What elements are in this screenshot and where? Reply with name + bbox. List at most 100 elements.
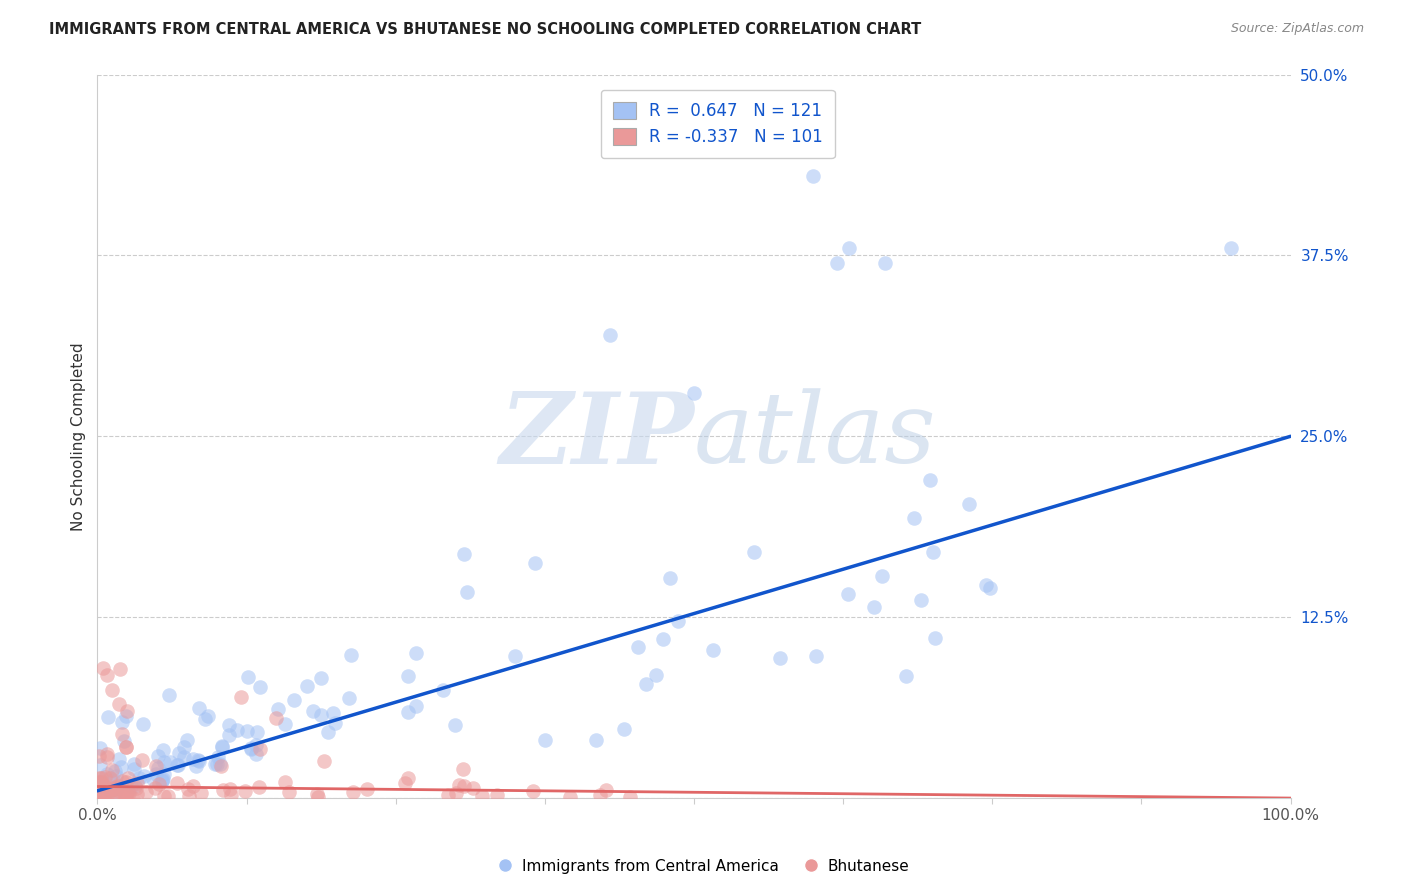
Point bbox=[131, 753, 153, 767]
Point bbox=[226, 723, 249, 737]
Point bbox=[666, 614, 689, 628]
Point bbox=[93, 788, 115, 802]
Point bbox=[613, 722, 636, 736]
Point bbox=[87, 789, 110, 804]
Point bbox=[105, 781, 128, 796]
Point bbox=[278, 785, 301, 799]
Point bbox=[236, 670, 259, 684]
Point bbox=[209, 759, 232, 773]
Point bbox=[246, 725, 269, 739]
Point bbox=[181, 752, 204, 766]
Point bbox=[768, 651, 790, 665]
Point bbox=[135, 785, 157, 799]
Point bbox=[87, 783, 110, 797]
Point bbox=[90, 788, 112, 802]
Point bbox=[96, 787, 118, 801]
Point bbox=[204, 756, 226, 771]
Point bbox=[636, 676, 658, 690]
Point bbox=[96, 668, 118, 682]
Point bbox=[115, 740, 138, 755]
Point bbox=[921, 545, 943, 559]
Point bbox=[115, 740, 138, 755]
Point bbox=[101, 764, 124, 778]
Point bbox=[90, 784, 112, 798]
Point bbox=[115, 774, 138, 789]
Point bbox=[283, 693, 305, 707]
Point bbox=[122, 762, 145, 776]
Point bbox=[396, 668, 419, 682]
Point bbox=[94, 770, 117, 784]
Point bbox=[870, 568, 893, 582]
Point bbox=[229, 690, 252, 704]
Point bbox=[91, 783, 114, 797]
Point bbox=[301, 704, 323, 718]
Point bbox=[394, 776, 416, 790]
Point bbox=[179, 789, 201, 803]
Point bbox=[87, 780, 110, 794]
Point bbox=[894, 669, 917, 683]
Point bbox=[131, 716, 153, 731]
Y-axis label: No Schooling Completed: No Schooling Completed bbox=[72, 342, 86, 531]
Point bbox=[305, 787, 328, 801]
Point bbox=[173, 750, 195, 764]
Point bbox=[453, 762, 475, 776]
Point bbox=[142, 772, 165, 787]
Point bbox=[432, 683, 454, 698]
Point bbox=[396, 772, 419, 786]
Point bbox=[801, 169, 824, 183]
Point bbox=[112, 785, 135, 799]
Point bbox=[702, 642, 724, 657]
Point bbox=[152, 743, 174, 757]
Point bbox=[266, 702, 288, 716]
Point bbox=[146, 761, 169, 775]
Point bbox=[524, 556, 547, 570]
Point bbox=[90, 781, 112, 796]
Point bbox=[437, 789, 460, 803]
Point bbox=[104, 764, 127, 778]
Point bbox=[207, 749, 229, 764]
Point bbox=[181, 780, 204, 794]
Point bbox=[112, 789, 135, 803]
Point bbox=[245, 738, 267, 752]
Point bbox=[90, 771, 112, 785]
Point bbox=[110, 784, 132, 798]
Point bbox=[124, 779, 146, 793]
Point bbox=[157, 789, 180, 804]
Point bbox=[804, 648, 827, 663]
Point bbox=[585, 733, 607, 747]
Point bbox=[461, 780, 484, 795]
Point bbox=[863, 600, 886, 615]
Point bbox=[838, 241, 860, 255]
Point bbox=[295, 680, 318, 694]
Point bbox=[471, 789, 494, 803]
Point bbox=[108, 785, 131, 799]
Point bbox=[645, 668, 668, 682]
Point bbox=[127, 776, 149, 790]
Point bbox=[115, 790, 138, 805]
Point bbox=[307, 790, 329, 805]
Point bbox=[152, 755, 174, 769]
Point bbox=[111, 774, 134, 789]
Point bbox=[957, 497, 980, 511]
Point bbox=[150, 773, 173, 788]
Point bbox=[446, 786, 468, 800]
Point bbox=[188, 701, 211, 715]
Point bbox=[233, 783, 256, 797]
Point bbox=[159, 756, 181, 770]
Point bbox=[96, 750, 118, 764]
Point bbox=[157, 689, 180, 703]
Point bbox=[100, 682, 122, 697]
Point bbox=[93, 779, 115, 793]
Point bbox=[96, 747, 118, 761]
Point bbox=[503, 649, 526, 664]
Point bbox=[111, 714, 134, 729]
Point bbox=[245, 747, 267, 761]
Point bbox=[115, 704, 138, 718]
Point bbox=[108, 697, 131, 711]
Point bbox=[595, 782, 617, 797]
Point bbox=[239, 741, 262, 756]
Point bbox=[101, 772, 124, 787]
Point bbox=[105, 769, 128, 783]
Point bbox=[405, 699, 427, 714]
Point bbox=[111, 727, 134, 741]
